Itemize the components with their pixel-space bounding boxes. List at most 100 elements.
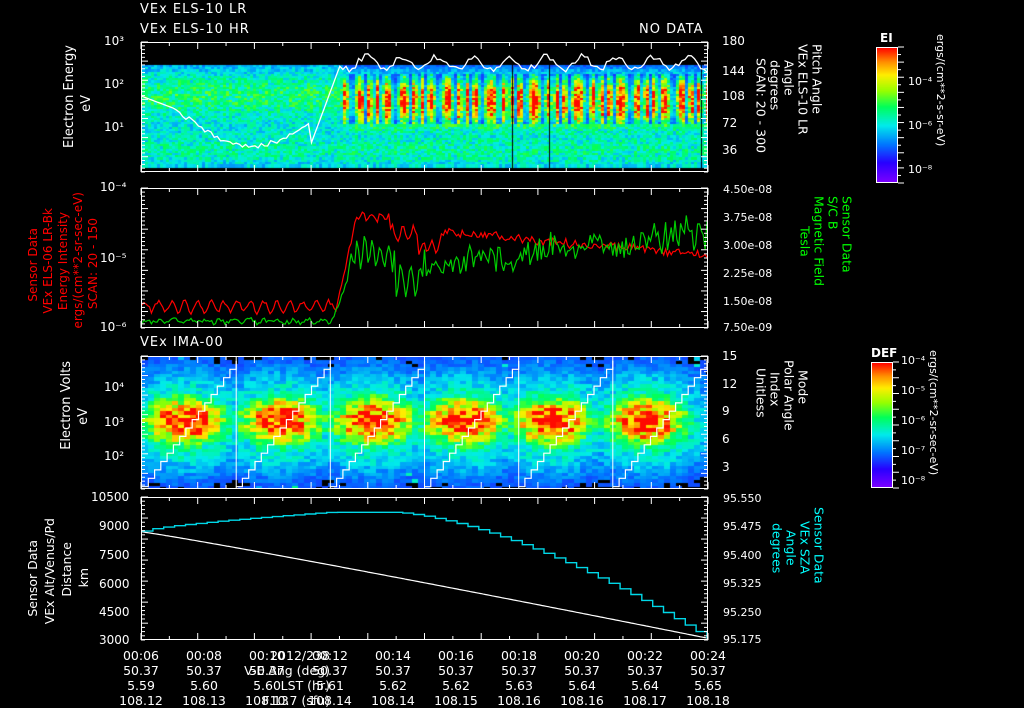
table-cell-ve-ang-row-col6: 50.37 xyxy=(501,663,537,678)
panel4-ytick-0: 10500 xyxy=(91,490,130,504)
panel2-rtick-5: 7.50e-09 xyxy=(723,321,773,334)
panel1-right-label-degrees: degrees xyxy=(767,60,783,111)
table-cell-f107-row-col4: 108.14 xyxy=(371,693,415,708)
panel2-ylabel-line1: Sensor Data xyxy=(26,228,40,302)
table-cell-f107-row-col2: 108.13 xyxy=(245,693,289,708)
table-cell-time-row-col4: 00:14 xyxy=(374,648,412,663)
panel4-ytick-1: 9000 xyxy=(99,519,130,533)
panel2-ytick-0: 10⁻⁴ xyxy=(100,180,127,194)
table-cell-time-row-col9: 00:24 xyxy=(689,648,727,663)
panel3-rtick-15: 15 xyxy=(722,349,738,363)
panel1-colorbar-units: ergs/(cm**2-s-sr-eV) xyxy=(934,34,947,147)
table-row-label-lst-row: LST (hr) xyxy=(280,678,330,693)
panel3-colorbar-units: ergs/(cm**2-sr-sec-eV) xyxy=(927,350,940,476)
panel1-colorbar xyxy=(876,47,898,183)
panel4-ytick-2: 7500 xyxy=(99,548,130,562)
panel4-right-label-sensor-data: Sensor Data xyxy=(811,507,827,584)
table-cell-f107-row-col3: 108.14 xyxy=(308,693,352,708)
panel3-colorbar-tick-3: 10⁻⁷ xyxy=(901,444,926,457)
panel3-rtick-3: 3 xyxy=(722,460,730,474)
panel2-rtick-3: 2.25e-08 xyxy=(723,267,773,280)
panel4-ytick-5: 3000 xyxy=(99,633,130,647)
table-cell-f107-row-col0: 108.12 xyxy=(119,693,163,708)
table-cell-f107-row-col9: 108.18 xyxy=(686,693,730,708)
panel3-colorbar-tick-2: 10⁻⁶ xyxy=(901,414,926,427)
table-cell-time-row-col1: 00:08 xyxy=(185,648,223,663)
panel3-colorbar-name: DEF xyxy=(871,346,898,360)
table-cell-ve-ang-row-col7: 50.37 xyxy=(564,663,600,678)
panel3-ytick-3: 10³ xyxy=(104,415,125,429)
panel4-ytick-4: 4500 xyxy=(99,605,130,619)
panel2-right-label-magnetic-field: Magnetic Field xyxy=(811,196,827,287)
panel1-pitch-angle-overlay xyxy=(142,52,707,149)
table-cell-f107-row-col5: 108.15 xyxy=(434,693,478,708)
table-cell-lst-row-col2: 5.60 xyxy=(253,678,281,693)
panel1-right-label-angle: Angle xyxy=(781,60,797,96)
table-cell-f107-row-col8: 108.17 xyxy=(623,693,667,708)
table-cell-ve-ang-row-col5: 50.37 xyxy=(438,663,474,678)
panel2-ylabel-line3: Energy Intensity xyxy=(56,212,70,311)
panel4-rtick-0: 95.550 xyxy=(723,492,762,505)
panel2-rtick-0: 4.50e-08 xyxy=(723,183,773,196)
panel4-ylabel-line1: Sensor Data xyxy=(25,540,40,617)
panel1-colorbar-tick-1: 10⁻⁶ xyxy=(908,119,933,132)
panel3-polar-angle-overlay xyxy=(142,357,707,488)
panel2-right-label-tesla: Tesla xyxy=(797,226,813,257)
panel1-rtick-36: 36 xyxy=(722,143,738,157)
panel2-ylabel-line4: ergs/(cm**2-sr-sec-eV) xyxy=(71,192,85,329)
table-cell-time-row-col2: 00:10 xyxy=(248,648,286,663)
panel3-rtick-9: 9 xyxy=(722,404,730,418)
table-cell-lst-row-col7: 5.64 xyxy=(568,678,596,693)
panel2-rtick-1: 3.75e-08 xyxy=(723,211,773,224)
table-cell-ve-ang-row-col4: 50.37 xyxy=(375,663,411,678)
panel2-right-label-sensor-data: Sensor Data xyxy=(839,196,855,273)
panel3-colorbar-tick-0: 10⁻⁴ xyxy=(901,354,926,367)
panel2-ylabel-line2: VEx ELS-06 LR-Bk xyxy=(41,208,55,314)
table-cell-time-row-col8: 00:22 xyxy=(626,648,664,663)
panel4-ylabel-line4: km xyxy=(76,568,91,588)
panel1-rtick-144: 144 xyxy=(722,64,745,78)
panel1-rtick-72: 72 xyxy=(722,116,738,130)
table-cell-time-row-col3: 00:12 xyxy=(311,648,349,663)
panel1-colorbar-name: EI xyxy=(880,31,893,45)
table-cell-lst-row-col5: 5.62 xyxy=(442,678,470,693)
table-cell-ve-ang-row-col8: 50.37 xyxy=(627,663,663,678)
table-cell-lst-row-col0: 5.59 xyxy=(127,678,155,693)
panel4-rtick-3: 95.325 xyxy=(723,577,762,590)
panel2-rtick-2: 3.00e-08 xyxy=(723,239,773,252)
panel1-rtick-180: 180 xyxy=(722,34,745,48)
table-cell-f107-row-col7: 108.16 xyxy=(560,693,604,708)
table-cell-lst-row-col4: 5.62 xyxy=(379,678,407,693)
panel1-plot-area[interactable] xyxy=(141,42,708,172)
panel3-colorbar-gradient xyxy=(872,363,892,487)
table-cell-time-row-col0: 00:06 xyxy=(122,648,160,663)
panel4-right-label-degrees: degrees xyxy=(769,523,785,574)
panel4-ylabel-line3: Distance xyxy=(59,542,74,597)
panel3-plot-area[interactable] xyxy=(141,356,708,489)
panel1-right-label-sensor: VEx ELS-10 LR xyxy=(795,44,811,135)
panel1-no-data-label: NO DATA xyxy=(639,22,704,37)
table-cell-ve-ang-row-col1: 50.37 xyxy=(186,663,222,678)
panel3-title: VEx IMA-00 xyxy=(140,335,224,350)
panel1-colorbar-tick-2: 10⁻⁸ xyxy=(908,163,933,176)
panel4-plot-area[interactable] xyxy=(141,497,708,640)
panel3-ytick-4: 10⁴ xyxy=(104,380,125,394)
panel3-right-label-index: Index xyxy=(767,372,783,407)
panel4-rtick-2: 95.400 xyxy=(723,549,762,562)
panel3-colorbar xyxy=(871,362,893,488)
table-cell-ve-ang-row-col0: 50.37 xyxy=(123,663,159,678)
panel1-right-label-scan: SCAN: 20 - 300 xyxy=(753,58,769,153)
panel3-ylabel-line1: Electron Volts xyxy=(59,361,74,450)
panel4-line-overlay xyxy=(142,511,707,639)
panel2-plot-area[interactable] xyxy=(141,188,708,328)
panel1-ytick-3: 10³ xyxy=(104,34,125,48)
table-row-label-f107-row: F10.7 (sfu) xyxy=(262,693,330,708)
table-cell-ve-ang-row-col9: 50.37 xyxy=(690,663,726,678)
panel1-title-lr: VEx ELS-10 LR xyxy=(140,2,248,17)
table-cell-f107-row-col6: 108.16 xyxy=(497,693,541,708)
table-cell-lst-row-col6: 5.63 xyxy=(505,678,533,693)
panel1-ylabel-line1: Electron Energy xyxy=(62,45,77,148)
panel3-ytick-2: 10² xyxy=(104,449,125,463)
panel2-ytick-1: 10⁻⁵ xyxy=(100,251,127,265)
